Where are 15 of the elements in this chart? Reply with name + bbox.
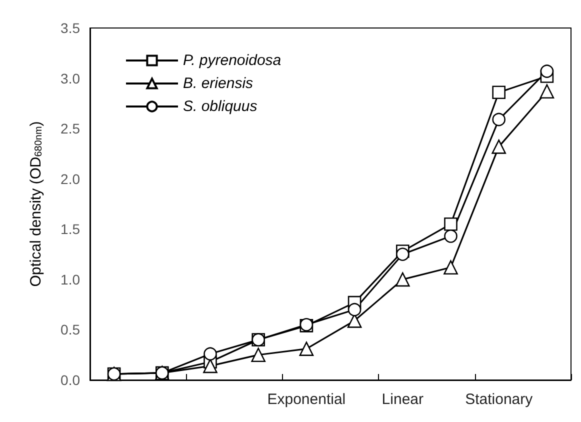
y-tick-label: 3.5 [60, 20, 80, 36]
legend-label: P. pyrenoidosa [183, 52, 282, 69]
y-tick-label: 2.0 [60, 170, 80, 187]
y-tick-label: 0.5 [60, 322, 80, 338]
x-tick-label: Linear [382, 391, 424, 408]
y-tick-label: 3.0 [60, 70, 80, 86]
y-tick-label: 1.0 [60, 271, 80, 288]
x-tick-label: Exponential [267, 391, 346, 408]
y-tick-label: 2.5 [60, 120, 80, 137]
y-axis-title: Optical density (OD680nm) [28, 121, 44, 287]
legend-label: B. eriensis [183, 75, 254, 92]
x-tick-label: Stationary [465, 391, 534, 408]
legend-label: S. obliquus [183, 98, 258, 115]
y-tick-label: 0.0 [60, 372, 80, 388]
y-tick-label: 1.5 [60, 221, 80, 238]
